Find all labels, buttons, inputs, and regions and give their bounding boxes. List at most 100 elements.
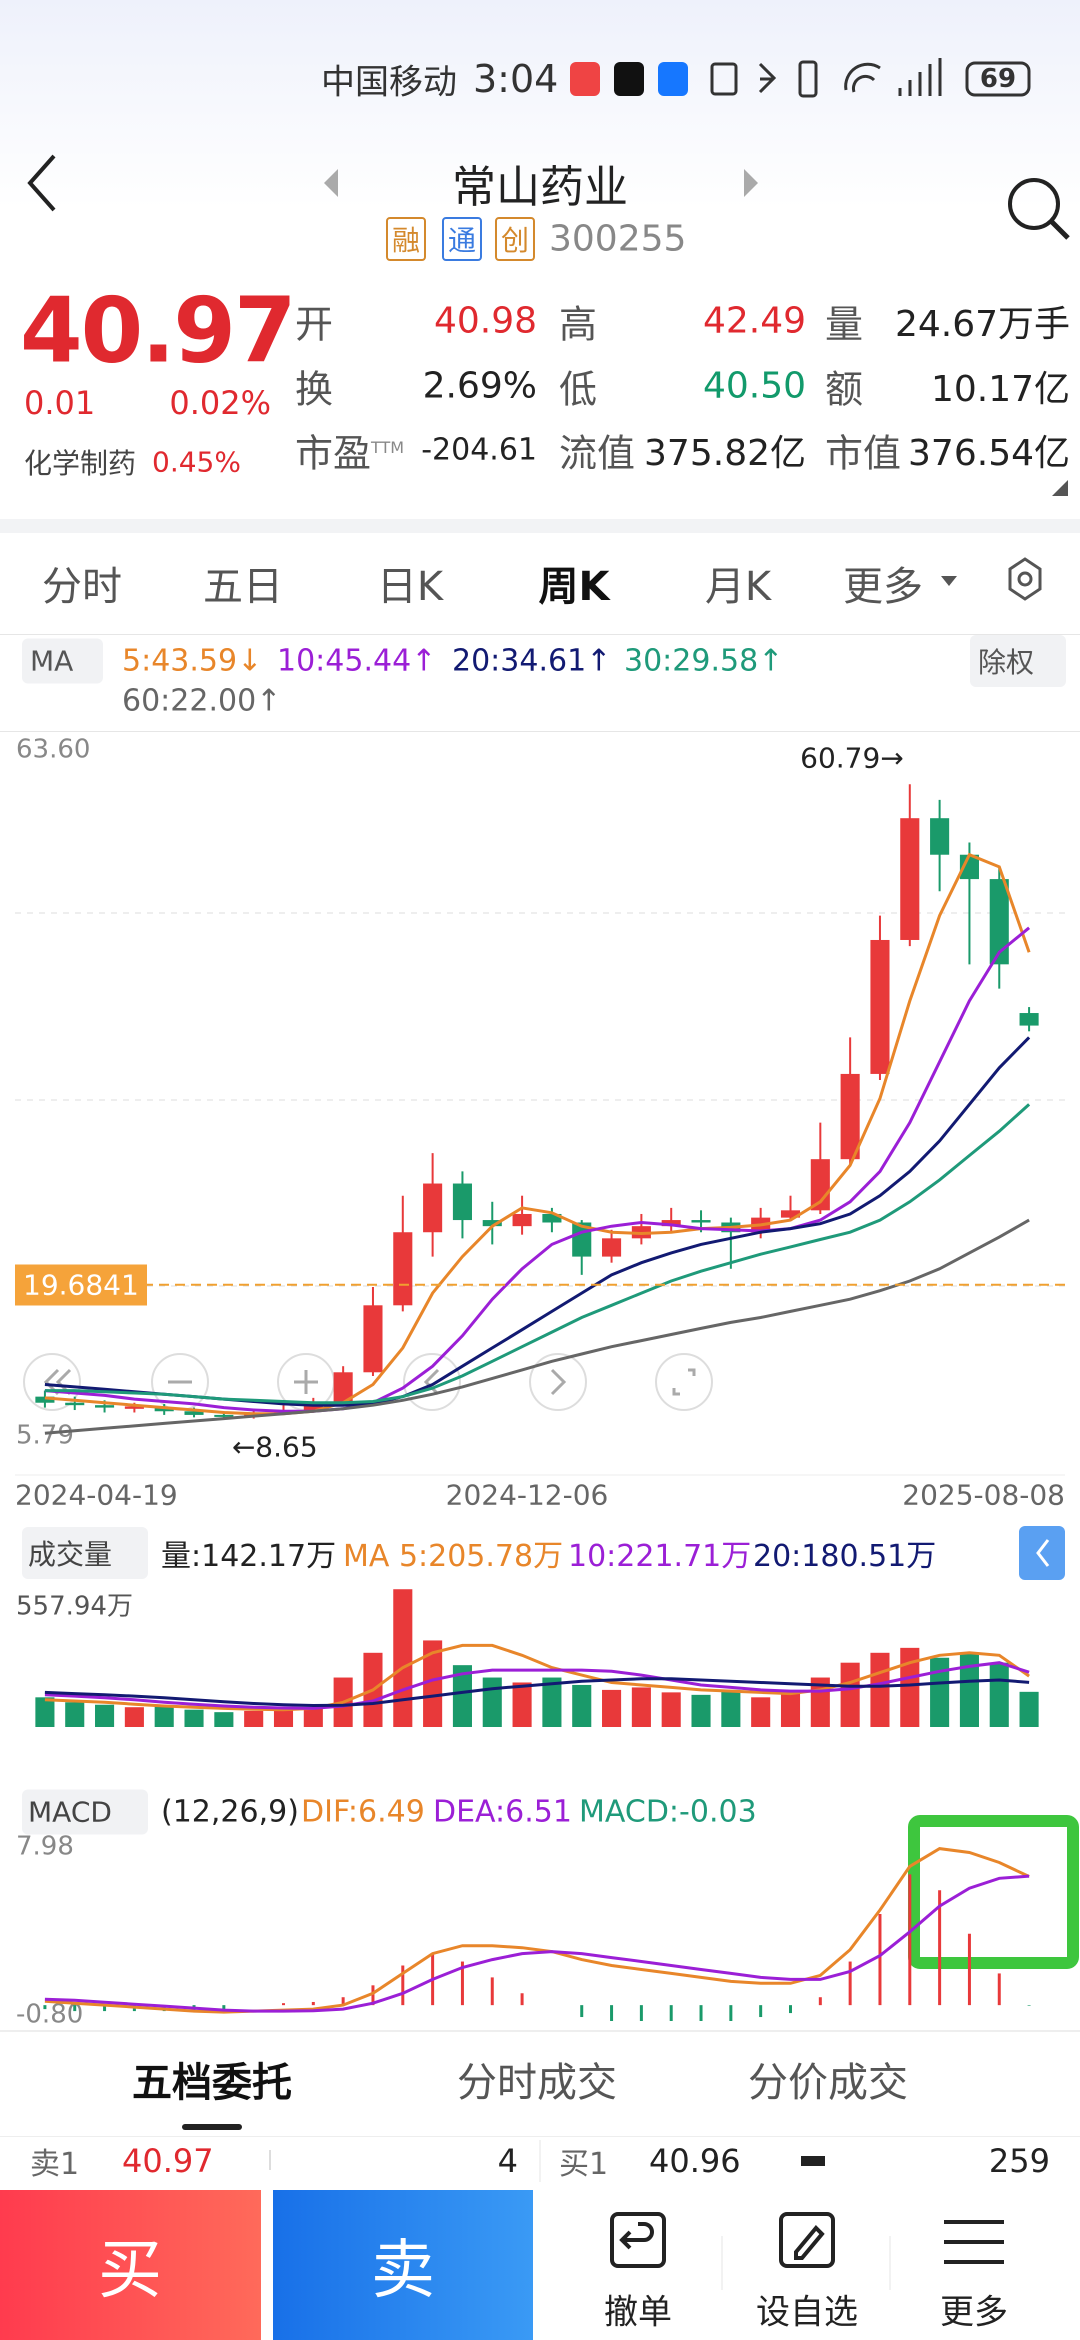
candle-body bbox=[661, 1220, 681, 1227]
field-label: 低 bbox=[559, 367, 598, 412]
candle-body bbox=[691, 1220, 711, 1223]
action-label[interactable]: 更多 bbox=[940, 2292, 1008, 2333]
period-tab[interactable]: 日K bbox=[376, 564, 444, 610]
ma-line bbox=[44, 926, 1031, 1413]
ma-line bbox=[44, 1103, 1031, 1405]
volume-info: 量:142.17万 bbox=[161, 1539, 337, 1574]
candle-body bbox=[482, 1220, 502, 1227]
period-tab[interactable]: 周K bbox=[538, 564, 610, 610]
candle-body bbox=[1019, 1013, 1039, 1026]
candle-body bbox=[363, 1305, 383, 1373]
next-icon[interactable] bbox=[744, 169, 758, 197]
prev-icon[interactable] bbox=[324, 169, 338, 197]
zoom-glyphs bbox=[43, 1368, 696, 1396]
candle-body bbox=[900, 818, 920, 940]
order-tab[interactable]: 分价成交 bbox=[748, 2060, 908, 2106]
buy-button[interactable] bbox=[0, 2190, 261, 2340]
volume-bar bbox=[870, 1652, 890, 1727]
volume-bar bbox=[184, 1709, 204, 1727]
search-icon bbox=[1050, 220, 1070, 240]
period-tab[interactable]: 月K bbox=[704, 564, 772, 610]
volume-bar bbox=[572, 1684, 592, 1727]
volume-bar bbox=[393, 1589, 413, 1727]
volume-bar bbox=[959, 1652, 979, 1727]
volume-bar bbox=[244, 1710, 264, 1727]
candle-body bbox=[184, 1411, 204, 1415]
sell-button[interactable] bbox=[273, 2190, 533, 2340]
y-tick-label: 5.79 bbox=[16, 1421, 74, 1451]
volume-bar bbox=[423, 1640, 443, 1727]
stock-tag: 创 bbox=[494, 217, 536, 261]
last-price: 40.97 bbox=[20, 278, 297, 384]
collapse-icon bbox=[1036, 1539, 1050, 1567]
ask-label: 卖1 bbox=[30, 2147, 80, 2182]
indicator-select[interactable]: MA bbox=[22, 638, 104, 684]
macd-legend: DIF:6.49 bbox=[301, 1794, 425, 1830]
volume-bar bbox=[65, 1702, 85, 1727]
action-label[interactable]: 设自选 bbox=[756, 2292, 858, 2333]
stock-code: 300255 bbox=[549, 218, 687, 260]
volume-bar bbox=[542, 1677, 562, 1727]
order-tab[interactable]: 分时成交 bbox=[457, 2060, 617, 2106]
volume-bar bbox=[1019, 1691, 1039, 1727]
settings-icon[interactable] bbox=[1008, 557, 1042, 601]
candle-body bbox=[423, 1183, 443, 1233]
volume-bar bbox=[900, 1647, 920, 1727]
search-icon[interactable] bbox=[1008, 178, 1060, 230]
stock-tag: 通 bbox=[441, 217, 483, 261]
divider bbox=[0, 2030, 1080, 2032]
volume-bar bbox=[661, 1692, 681, 1727]
y-tick-label: 63.60 bbox=[16, 735, 90, 765]
volume-bar bbox=[691, 1694, 711, 1727]
app-icon bbox=[614, 62, 644, 96]
volume-select[interactable]: 成交量 bbox=[22, 1527, 149, 1579]
order-tab[interactable]: 五档委托 bbox=[132, 2060, 292, 2106]
y-tick-label: 7.98 bbox=[16, 1832, 74, 1862]
divider bbox=[0, 731, 1080, 732]
ma-legend: 10:45.44↑ bbox=[277, 643, 437, 679]
app-icon bbox=[658, 62, 688, 96]
action-label[interactable]: 撤单 bbox=[604, 2292, 672, 2333]
candle-body bbox=[602, 1238, 622, 1257]
field-value: -204.61 bbox=[421, 432, 537, 468]
candle-body bbox=[65, 1402, 85, 1406]
volume-bar bbox=[35, 1697, 55, 1727]
volume-ma-legend: MA 5:205.78万 bbox=[343, 1539, 564, 1574]
candle-body bbox=[214, 1414, 234, 1417]
macd-select[interactable]: MACD bbox=[22, 1789, 148, 1835]
sell-label: 卖 bbox=[371, 2234, 435, 2308]
date-label: 2024-04-19 bbox=[15, 1478, 178, 1512]
period-tab[interactable]: 更多 bbox=[843, 564, 923, 610]
bid-price: 40.96 bbox=[649, 2142, 741, 2180]
candle-body bbox=[452, 1183, 472, 1221]
clock: 3:04 bbox=[473, 57, 559, 101]
adjust-select[interactable]: 除权 bbox=[970, 635, 1067, 687]
carrier: 中国移动 bbox=[321, 62, 457, 103]
period-tab[interactable]: 五日 bbox=[203, 564, 283, 610]
field-label: 换 bbox=[295, 367, 334, 412]
back-icon[interactable] bbox=[27, 154, 56, 212]
high-annotation: 60.79→ bbox=[800, 741, 904, 775]
corner-mark bbox=[1052, 480, 1068, 496]
field-label: 开 bbox=[295, 302, 334, 347]
grid-decoration bbox=[15, 912, 1065, 1287]
ma-legend: 30:29.58↑ bbox=[624, 643, 784, 679]
battery-level: 69 bbox=[979, 64, 1017, 94]
field-value: 2.69% bbox=[422, 365, 537, 407]
system-icons bbox=[710, 58, 1031, 98]
volume-bar bbox=[95, 1704, 115, 1727]
candle-body bbox=[870, 939, 890, 1074]
volume-bar bbox=[930, 1657, 950, 1727]
candle-body bbox=[959, 854, 979, 880]
candle-body bbox=[124, 1406, 144, 1409]
candle-body bbox=[840, 1073, 860, 1160]
stock-tag: 融 bbox=[385, 217, 427, 261]
date-label: 2025-08-08 bbox=[902, 1478, 1065, 1512]
volume-bar bbox=[303, 1707, 323, 1727]
ma-legend: 60:22.00↑ bbox=[122, 683, 282, 719]
period-tab[interactable]: 分时 bbox=[42, 564, 122, 610]
sector-change: 0.45% bbox=[152, 445, 241, 479]
ask-qty: 4 bbox=[497, 2142, 518, 2180]
collapse-button[interactable] bbox=[1019, 1526, 1065, 1580]
